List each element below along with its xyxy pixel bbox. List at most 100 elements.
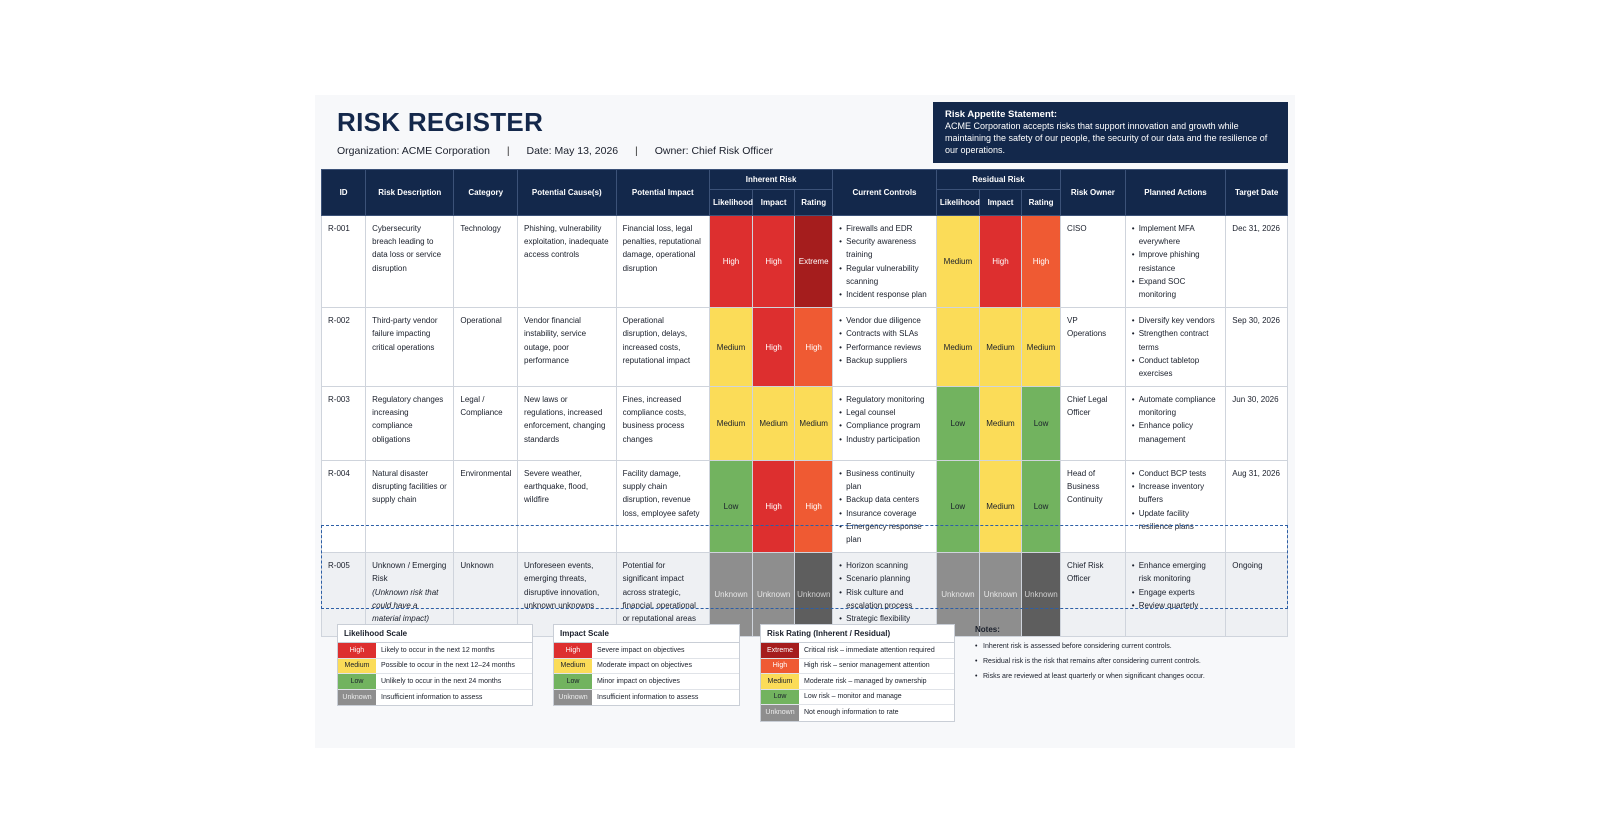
control-item: Business continuity plan: [839, 467, 930, 493]
header-id: ID: [320, 169, 367, 216]
risk-category: Operational: [453, 307, 519, 388]
control-item: Horizon scanning: [839, 559, 930, 572]
control-item: Backup data centers: [839, 493, 930, 506]
risk-id: R-004: [320, 460, 367, 554]
risk-category: Technology: [453, 214, 519, 309]
legend-swatch: High: [554, 643, 592, 658]
current-controls: Vendor due diligence Contracts with SLAs…: [832, 307, 937, 388]
residual-rating-cell: Low: [1021, 460, 1062, 554]
legend-row: Unknown Insufficient information to asses…: [338, 689, 532, 705]
inherent-rating-cell: Extreme: [794, 214, 834, 309]
organization-label: Organization: ACME Corporation: [337, 145, 490, 157]
table-row: R-004 Natural disaster disrupting facili…: [320, 460, 1288, 554]
risk-id: R-001: [320, 214, 367, 309]
header-inherent-impact: Impact: [752, 189, 796, 216]
residual-impact-cell: Medium: [978, 307, 1023, 388]
residual-rating-cell: Low: [1021, 386, 1062, 462]
action-item: Expand SOC monitoring: [1132, 275, 1220, 301]
action-item: Engage experts: [1132, 586, 1220, 599]
risk-owner: CISO: [1060, 214, 1126, 309]
control-item: Scenario planning: [839, 572, 930, 585]
risk-impact: Facility damage, supply chain disruption…: [615, 460, 710, 554]
risk-owner: Chief Legal Officer: [1060, 386, 1126, 462]
risk-description: Regulatory changes increasing compliance…: [365, 386, 455, 462]
impact-legend: Impact Scale High Severe impact on object…: [553, 624, 740, 706]
current-controls: Regulatory monitoring Legal counsel Comp…: [832, 386, 937, 462]
header-category: Category: [453, 169, 519, 216]
note-item: Risks are reviewed at least quarterly or…: [975, 672, 1205, 681]
legend-text: Low risk – monitor and manage: [804, 693, 902, 701]
inherent-impact-cell: High: [752, 460, 796, 554]
risk-appetite-statement: Risk Appetite Statement: ACME Corporatio…: [933, 102, 1288, 163]
legend-swatch: Unknown: [761, 705, 799, 721]
legend-swatch: Medium: [338, 658, 376, 673]
residual-impact-cell: Unknown: [978, 552, 1023, 638]
header-residual-likelihood: Likelihood: [935, 189, 980, 216]
legend-row: High Likely to occur in the next 12 month…: [338, 643, 532, 659]
legend-text: Not enough information to rate: [804, 709, 899, 717]
header-impact: Potential Impact: [615, 169, 710, 216]
risk-description: Cybersecurity breach leading to data los…: [365, 214, 455, 309]
control-item: Vendor due diligence: [839, 314, 930, 327]
target-date: Ongoing: [1225, 552, 1288, 638]
control-item: Contracts with SLAs: [839, 327, 930, 340]
legend-text: Minor impact on objectives: [597, 677, 680, 685]
inherent-rating-cell: High: [794, 460, 834, 554]
residual-likelihood-cell: Low: [935, 460, 980, 554]
action-item: Conduct BCP tests: [1132, 467, 1220, 480]
current-controls: Business continuity plan Backup data cen…: [832, 460, 937, 554]
meta-separator: |: [506, 145, 510, 157]
table-row: R-005 Unknown / Emerging Risk (Unknown r…: [320, 552, 1288, 638]
legend-row: Unknown Not enough information to rate: [761, 705, 954, 721]
page-title: RISK REGISTER: [337, 107, 544, 137]
current-controls: Firewalls and EDR Security awareness tra…: [832, 214, 937, 309]
residual-likelihood-cell: Medium: [935, 214, 980, 309]
inherent-rating-cell: High: [794, 307, 834, 388]
notes-section: Notes: Inherent risk is assessed before …: [975, 625, 1205, 686]
legend-swatch: Medium: [554, 658, 592, 673]
inherent-impact-cell: Medium: [752, 386, 796, 462]
action-item: Conduct tabletop exercises: [1132, 354, 1220, 380]
inherent-likelihood-cell: Unknown: [708, 552, 754, 638]
risk-category: Unknown: [453, 552, 519, 638]
action-item: Strengthen contract terms: [1132, 327, 1220, 353]
risk-id: R-002: [320, 307, 367, 388]
action-item: Automate compliance monitoring: [1132, 393, 1220, 419]
legend-text: Possible to occur in the next 12–24 mont…: [381, 662, 515, 670]
risk-owner: Chief Risk Officer: [1060, 552, 1126, 638]
note-item: Residual risk is the risk that remains a…: [975, 657, 1205, 666]
inherent-rating-cell: Medium: [794, 386, 834, 462]
description-note: (Unknown risk that could have a material…: [372, 587, 439, 623]
legend-row: Low Low risk – monitor and manage: [761, 689, 954, 705]
legend-row: Low Unlikely to occur in the next 24 mont…: [338, 674, 532, 690]
action-item: Review quarterly: [1132, 599, 1220, 612]
header-actions: Planned Actions: [1124, 169, 1227, 216]
legend-text: Severe impact on objectives: [597, 646, 685, 654]
appetite-text: ACME Corporation accepts risks that supp…: [945, 121, 1268, 155]
legend-row: Low Minor impact on objectives: [554, 674, 739, 690]
risk-causes: New laws or regulations, increased enfor…: [517, 386, 617, 462]
legend-swatch: High: [761, 658, 799, 673]
control-item: Regulatory monitoring: [839, 393, 930, 406]
header-inherent-risk: Inherent Risk: [708, 169, 834, 190]
residual-likelihood-cell: Medium: [935, 307, 980, 388]
risk-description: Natural disaster disrupting facilities o…: [365, 460, 455, 554]
control-item: Backup suppliers: [839, 354, 930, 367]
description-text: Unknown / Emerging Risk: [372, 561, 447, 584]
risk-rating-legend: Risk Rating (Inherent / Residual) Extrem…: [760, 624, 955, 722]
target-date: Sep 30, 2026: [1225, 307, 1288, 388]
legend-text: Moderate impact on objectives: [597, 662, 692, 670]
planned-actions: Enhance emerging risk monitoring Engage …: [1124, 552, 1227, 638]
inherent-impact-cell: High: [752, 214, 796, 309]
risk-owner: VP Operations: [1060, 307, 1126, 388]
inherent-impact-cell: Unknown: [752, 552, 796, 638]
residual-rating-cell: Unknown: [1021, 552, 1062, 638]
planned-actions: Conduct BCP tests Increase inventory buf…: [1124, 460, 1227, 554]
header-residual-impact: Impact: [978, 189, 1023, 216]
header-inherent-rating: Rating: [794, 189, 834, 216]
header-owner: Risk Owner: [1060, 169, 1126, 216]
note-item: Inherent risk is assessed before conside…: [975, 642, 1205, 651]
header-residual-risk: Residual Risk: [935, 169, 1062, 190]
description-text: Cybersecurity breach leading to data los…: [372, 224, 442, 273]
legend-text: Insufficient information to assess: [381, 693, 483, 701]
